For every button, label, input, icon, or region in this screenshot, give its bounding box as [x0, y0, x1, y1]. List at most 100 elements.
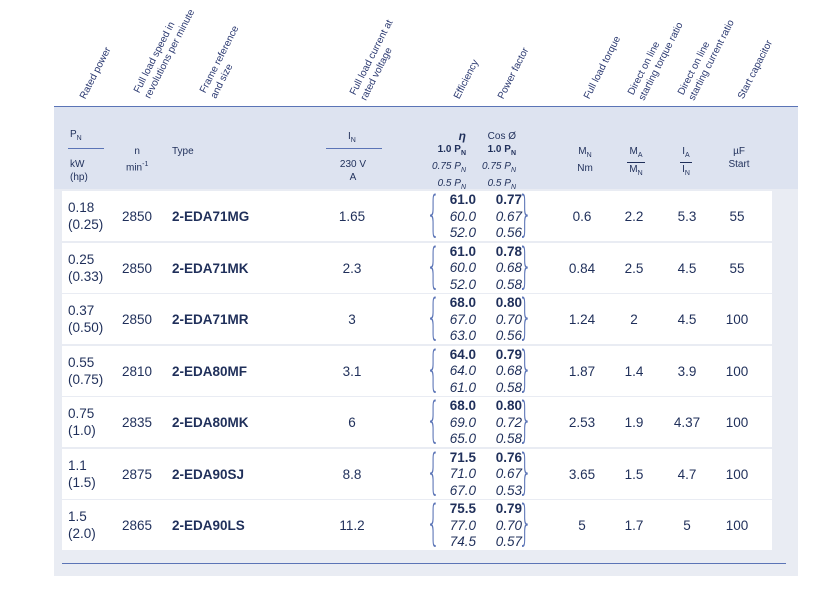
col-title-capacitor: Start capacitor [736, 39, 776, 102]
left-brace: { [426, 237, 441, 294]
col-title-line: Power factor [496, 45, 532, 101]
col-title-torque: Full load torque [582, 35, 624, 102]
torque-ratio: 2.5 [624, 260, 644, 276]
current-ratio: 4.37 [673, 415, 701, 430]
header-pn: PN [70, 128, 82, 145]
header-cos-symbol: Cos Ø [487, 131, 516, 142]
type: 2-EDA71MK [172, 260, 249, 276]
power-factor-three-quarter: 0.67 [495, 466, 522, 481]
power-factor-half: 0.57 [495, 534, 522, 549]
power-factor-three-quarter: 0.70 [495, 517, 522, 533]
power-factor-full: 0.80 [495, 295, 522, 310]
speed: 2875 [122, 466, 153, 482]
header-load1: 1.0 P [487, 144, 511, 155]
col-title-power-factor: Power factor [496, 46, 532, 101]
header-in-rule [326, 148, 382, 149]
capacitor: 100 [725, 363, 749, 379]
torque-ratio: 1.7 [624, 518, 644, 533]
header-nm: Nm [577, 163, 593, 174]
current: 6 [348, 415, 356, 430]
header-load075: 0.75 P [482, 161, 511, 172]
table-row: 0.55 (0.75) 2810 2-EDA80MF 3.1 1.87 1.4 3.9 100 {… [62, 340, 772, 397]
header-mn-sub: N [586, 152, 592, 159]
left-brace: { [426, 443, 441, 500]
header-ia-label: I [682, 146, 686, 157]
efficiency-full: 61.0 [449, 243, 476, 259]
current: 2.3 [342, 260, 362, 276]
header-in-sub: N [350, 137, 356, 144]
power-factor-full: 0.79 [495, 346, 522, 362]
bottom-rule [62, 563, 786, 564]
power-factor-half: 0.56 [495, 225, 522, 240]
header-in: IN [348, 130, 356, 147]
power-factor-full: 0.79 [495, 501, 522, 516]
capacitor: 55 [729, 260, 745, 276]
efficiency-half: 52.0 [449, 225, 476, 240]
torque-ratio: 1.5 [624, 466, 644, 482]
rated-power-kw: 0.18 [68, 200, 95, 215]
header-ia: IA IN [680, 145, 692, 180]
rated-power-kw: 0.37 [68, 303, 95, 318]
right-brace: } [518, 443, 533, 500]
capacitor: 55 [729, 209, 745, 224]
header-eta-symbol: η [458, 129, 466, 143]
current: 1.65 [338, 209, 366, 224]
header-load-sub: N [510, 184, 516, 191]
header-ia-den-sub: N [684, 170, 690, 177]
efficiency-half: 74.5 [449, 534, 476, 549]
header-mn-label: M [578, 146, 587, 157]
col-title-line: Rated power [78, 45, 114, 101]
efficiency-three-quarter: 69.0 [449, 414, 476, 430]
header-load05: 0.5 P [487, 178, 511, 189]
type: 2-EDA90SJ [172, 466, 245, 482]
header-ia-den: I [682, 164, 685, 175]
header-hp: (hp) [70, 172, 88, 183]
efficiency-three-quarter: 60.0 [449, 208, 476, 224]
power-factor-full: 0.76 [495, 449, 522, 465]
header-load075: 0.75 P [432, 161, 461, 172]
current-ratio: 4.5 [677, 260, 697, 276]
rated-power-kw: 1.1 [68, 457, 87, 473]
rated-power-hp: (0.33) [68, 268, 104, 284]
header-pn-rule [68, 148, 104, 149]
header-speed: n min-1 [126, 145, 148, 174]
torque-ratio: 2 [630, 312, 638, 327]
header-ma-den-sub: N [637, 170, 643, 177]
current: 3 [348, 312, 356, 327]
efficiency-full: 64.0 [449, 346, 476, 362]
torque: 0.6 [572, 209, 592, 224]
header-kw: kW [70, 159, 85, 170]
left-brace: { [426, 289, 441, 345]
speed: 2850 [122, 312, 153, 327]
header-uf: µF [733, 146, 745, 157]
header-voltage: 230 V A [336, 158, 370, 184]
col-title-line: Start capacitor [736, 38, 776, 101]
table-row: 0.25 (0.33) 2850 2-EDA71MK 2.3 0.84 2.5 4.5 55 {}… [62, 237, 772, 294]
torque: 1.87 [568, 363, 596, 379]
speed: 2865 [122, 518, 153, 533]
top-rule [54, 106, 798, 107]
header-units-power: kW (hp) [70, 158, 88, 184]
current: 3.1 [342, 363, 362, 379]
current: 11.2 [339, 518, 365, 533]
header-ia-sub: A [685, 152, 690, 159]
current: 8.8 [342, 466, 362, 482]
table-row: 0.18 (0.25) 2850 2-EDA71MG 1.65 0.6 2.2 5.3 55 {}… [62, 186, 772, 242]
header-v230: 230 V [339, 159, 367, 170]
header-load-sub: N [510, 167, 516, 174]
speed: 2850 [122, 260, 153, 276]
power-factor-full: 0.78 [495, 243, 522, 259]
header-min: min [126, 162, 143, 174]
efficiency-half: 61.0 [449, 379, 476, 395]
left-brace: { [426, 340, 441, 397]
header-start: Start [728, 159, 750, 170]
power-factor-half: 0.58 [495, 379, 522, 395]
header-ma-den: M [629, 164, 638, 175]
power-factor-half: 0.56 [495, 328, 522, 343]
capacitor: 100 [725, 415, 749, 430]
left-brace: { [426, 186, 441, 242]
right-brace: } [518, 186, 533, 242]
rated-power-kw: 0.25 [68, 251, 95, 267]
torque: 3.65 [568, 466, 596, 482]
header-ma-sub: A [637, 152, 643, 159]
